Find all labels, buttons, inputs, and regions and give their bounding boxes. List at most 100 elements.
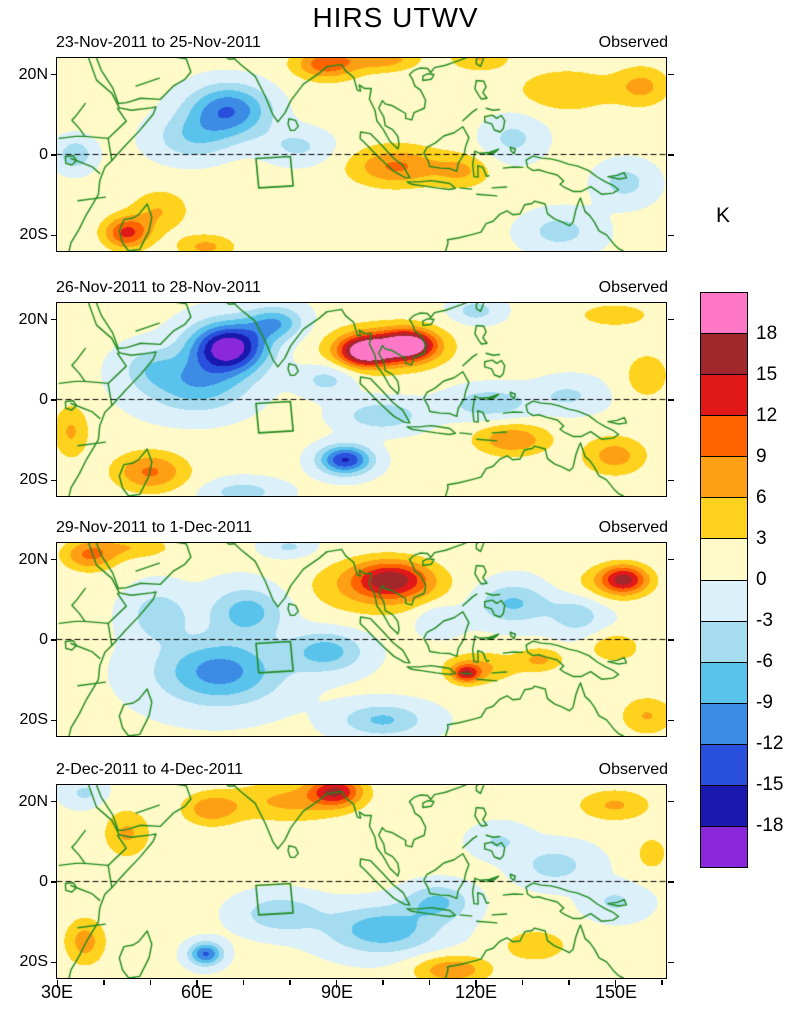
y-axis-tick [50, 881, 57, 883]
y-axis-tick [668, 73, 674, 76]
x-axis-major-tick [335, 980, 338, 988]
panel-date-range: 23-Nov-2011 to 25-Nov-2011 [56, 34, 261, 51]
colorbar-tick-label: 3 [756, 527, 767, 549]
colorbar-segment [701, 785, 747, 828]
figure-title: HIRS UTWV [312, 2, 479, 33]
y-tick-label-20s: 20S [19, 711, 48, 728]
y-axis-tick [50, 234, 57, 237]
x-axis-major-tick [614, 980, 617, 988]
y-tick-label-20n: 20N [18, 551, 48, 568]
map-frame-1 [56, 57, 667, 252]
y-axis-tick [668, 479, 674, 482]
x-axis-minor-tick [568, 980, 570, 985]
y-tick-label-20n: 20N [18, 311, 48, 328]
y-tick-label-eq: 0 [39, 631, 48, 648]
colorbar-tick-label: 12 [756, 404, 778, 426]
colorbar-tick-label: -18 [756, 814, 784, 836]
colorbar-segment [701, 703, 747, 745]
y-axis-tick [668, 558, 674, 561]
x-axis-major-tick [56, 980, 59, 988]
panel-source-label: Observed [598, 34, 668, 51]
panel-4-caption: 2-Dec-2011 to 4-Dec-2011 Observed [56, 760, 668, 780]
y-axis-tick [50, 558, 57, 561]
colorbar-segment [701, 416, 747, 458]
x-tick-label-120e: 120E [454, 982, 498, 1002]
x-axis-minor-tick [661, 980, 663, 985]
x-axis-minor-tick [428, 980, 431, 985]
y-axis-tick [668, 961, 674, 964]
y-tick-label-20s: 20S [19, 471, 48, 488]
y-axis-tick [668, 154, 674, 156]
x-axis-minor-tick [242, 980, 245, 985]
map-frame-2 [56, 302, 667, 497]
colorbar-segment [701, 293, 747, 335]
y-tick-label-eq: 0 [39, 391, 48, 408]
y-axis-tick [668, 639, 674, 641]
y-tick-label-20s: 20S [19, 953, 48, 970]
y-axis-tick [50, 73, 57, 76]
x-tick-label-90e: 90E [320, 982, 354, 1002]
colorbar-tick-label: 15 [756, 363, 778, 385]
x-axis-labels: 30E 60E 90E 120E 150E [0, 982, 791, 1006]
x-axis-minor-tick [103, 980, 105, 985]
colorbar-tick-label: -3 [756, 609, 773, 631]
panel-2: 26-Nov-2011 to 28-Nov-2011 Observed 20N … [0, 278, 680, 500]
panel-source-label: Observed [598, 279, 668, 296]
map-canvas-4 [57, 785, 666, 978]
y-axis-tick [50, 719, 57, 722]
colorbar-tick-label: -9 [756, 691, 773, 713]
y-axis-tick [668, 234, 674, 237]
y-axis-tick [668, 719, 674, 722]
x-axis-minor-tick [521, 980, 524, 985]
x-tick-label-30e: 30E [40, 982, 74, 1002]
colorbar-tick-label: -12 [756, 732, 784, 754]
colorbar-tick-label: 9 [756, 445, 767, 467]
y-tick-label-20n: 20N [18, 66, 48, 83]
y-tick-label-eq: 0 [39, 873, 48, 890]
colorbar-segment [701, 744, 747, 786]
map-canvas-2 [57, 303, 666, 496]
x-axis-minor-tick [149, 980, 152, 985]
colorbar-segment [701, 375, 747, 417]
colorbar-segment [701, 662, 747, 704]
y-axis-tick [50, 961, 57, 964]
y-tick-label-eq: 0 [39, 146, 48, 163]
panel-3-caption: 29-Nov-2011 to 1-Dec-2011 Observed [56, 518, 668, 538]
panel-date-range: 2-Dec-2011 to 4-Dec-2011 [56, 761, 244, 778]
colorbar [700, 292, 748, 868]
panel-3: 29-Nov-2011 to 1-Dec-2011 Observed 20N 0… [0, 518, 680, 740]
y-tick-label-20n: 20N [18, 793, 48, 810]
colorbar-segment [701, 457, 747, 499]
colorbar-unit-label: K [715, 204, 730, 227]
map-frame-3 [56, 542, 667, 737]
x-axis-minor-tick [382, 980, 384, 985]
colorbar-tick-label: 6 [756, 486, 767, 508]
map-canvas-1 [57, 58, 666, 251]
x-axis-minor-tick [289, 980, 291, 985]
y-tick-label-20s: 20S [19, 226, 48, 243]
y-axis-tick [50, 479, 57, 482]
x-tick-label-150e: 150E [594, 982, 638, 1002]
y-axis-tick [50, 800, 57, 803]
x-tick-label-60e: 60E [180, 982, 214, 1002]
colorbar-segment [701, 334, 747, 376]
panel-date-range: 29-Nov-2011 to 1-Dec-2011 [56, 519, 252, 536]
y-axis-tick [668, 318, 674, 321]
colorbar-segment [701, 827, 747, 868]
colorbar-segment [701, 580, 747, 622]
y-axis-tick [668, 800, 674, 803]
y-axis-tick [50, 318, 57, 321]
colorbar-segment [701, 498, 747, 540]
panel-2-caption: 26-Nov-2011 to 28-Nov-2011 Observed [56, 278, 668, 298]
panel-source-label: Observed [598, 761, 668, 778]
map-canvas-3 [57, 543, 666, 736]
panel-source-label: Observed [598, 519, 668, 536]
colorbar-tick-label: 0 [756, 568, 767, 590]
panel-date-range: 26-Nov-2011 to 28-Nov-2011 [56, 279, 261, 296]
x-axis-major-tick [196, 980, 198, 988]
x-axis-major-tick [475, 980, 477, 988]
colorbar-tick-label: -6 [756, 650, 773, 672]
panel-4: 2-Dec-2011 to 4-Dec-2011 Observed 20N 0 … [0, 760, 680, 982]
colorbar-segment [701, 539, 747, 581]
